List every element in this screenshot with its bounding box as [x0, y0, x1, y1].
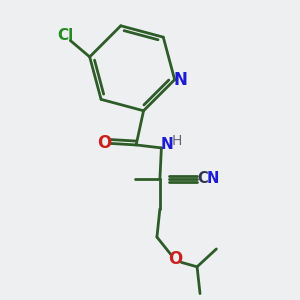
Text: N: N [161, 137, 174, 152]
Text: O: O [168, 250, 182, 268]
Text: N: N [173, 70, 187, 88]
Text: Cl: Cl [57, 28, 73, 43]
Text: C: C [197, 171, 208, 186]
Text: O: O [97, 134, 111, 152]
Text: H: H [172, 134, 182, 148]
Text: N: N [206, 171, 219, 186]
